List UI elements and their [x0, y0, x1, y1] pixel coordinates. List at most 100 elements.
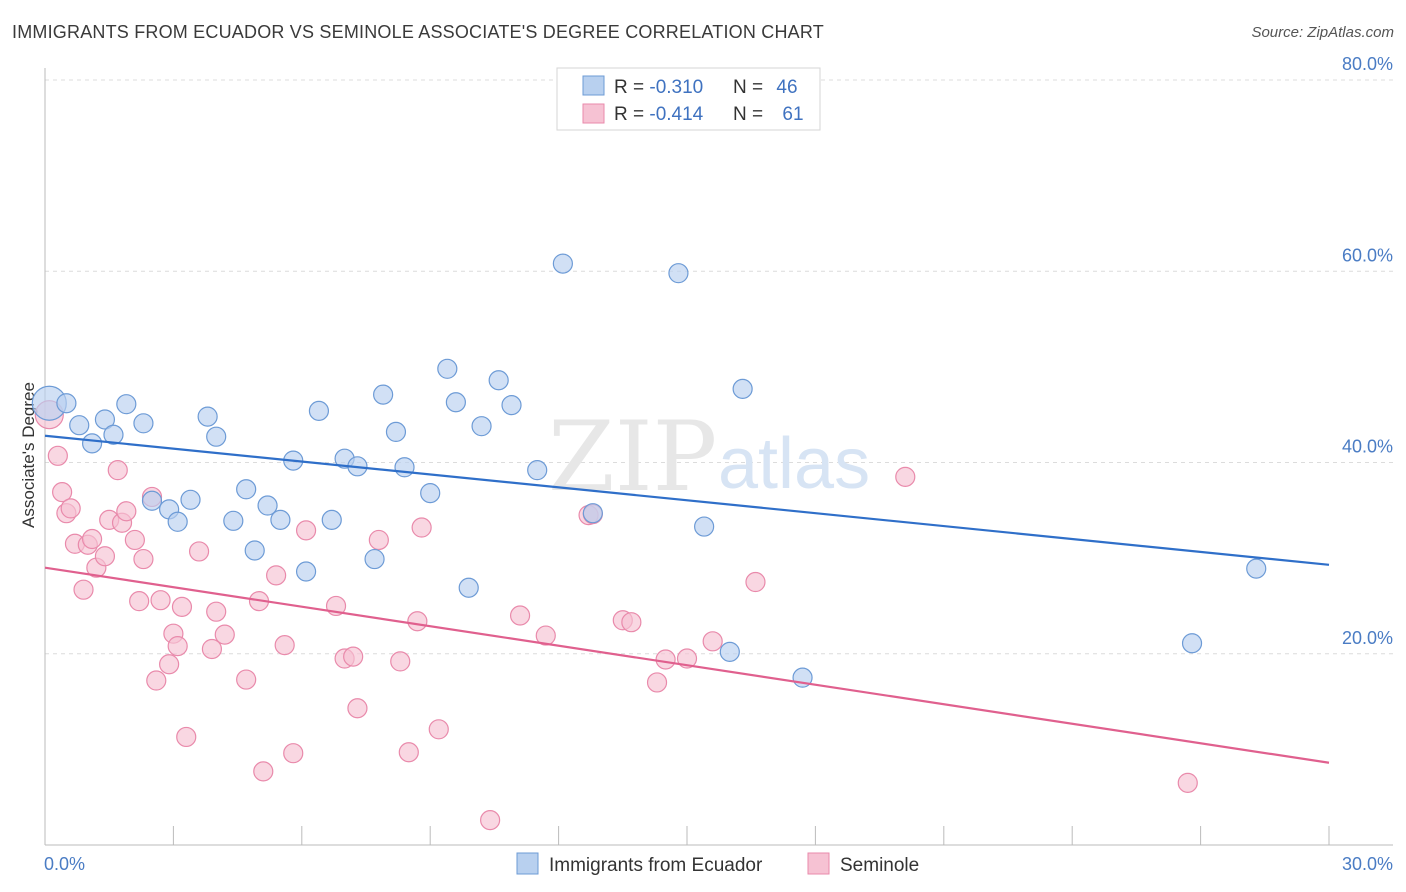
seminole-point: [150, 590, 171, 611]
trend-line-seminole: [44, 566, 1330, 764]
seminole-point: [266, 565, 287, 586]
ecuador-point: [103, 424, 124, 445]
seminole-point: [535, 625, 556, 646]
seminole-point: [176, 726, 197, 748]
series-ecuador-points: [31, 253, 1267, 688]
seminole-point: [390, 651, 411, 672]
ecuador-point: [81, 433, 103, 454]
y-tick-label: 60.0%: [1342, 245, 1393, 265]
seminole-point: [283, 743, 304, 764]
ecuador-point: [56, 393, 77, 414]
seminole-point: [159, 654, 180, 675]
legend-n-label: N =: [733, 77, 768, 98]
y-tick-label: 80.0%: [1342, 54, 1393, 74]
ecuador-point: [719, 641, 740, 662]
series-legend-label-ecuador: Immigrants from Ecuador: [549, 855, 763, 876]
seminole-point: [94, 546, 116, 567]
seminole-point: [201, 638, 223, 660]
seminole-point: [129, 591, 150, 612]
ecuador-point: [223, 510, 244, 531]
legend-r-label: R =: [614, 104, 649, 125]
ecuador-point: [501, 395, 522, 416]
ecuador-point: [668, 263, 689, 284]
seminole-point: [116, 501, 137, 522]
seminole-point: [236, 669, 257, 690]
seminole-point: [480, 810, 501, 831]
legend-n-value: 61: [782, 104, 803, 125]
y-tick-label: 20.0%: [1342, 628, 1393, 648]
ecuador-point: [385, 421, 407, 442]
seminole-point: [171, 596, 193, 617]
correlation-legend: R = -0.310 N = 46 R = -0.414 N = 61: [556, 67, 821, 131]
ecuador-point: [373, 384, 394, 405]
legend-r-value: -0.310: [649, 77, 703, 98]
series-legend-swatch-seminole: [807, 852, 830, 875]
seminole-point: [368, 529, 389, 551]
y-axis-label: Associate's Degree: [19, 382, 38, 528]
seminole-point: [52, 482, 73, 503]
seminole-point: [745, 571, 766, 593]
ecuador-point: [364, 548, 385, 570]
seminole-point: [47, 445, 68, 466]
ecuador-point: [133, 413, 154, 434]
legend-n-label: N =: [733, 104, 768, 125]
seminole-point: [398, 742, 419, 763]
chart-title: IMMIGRANTS FROM ECUADOR VS SEMINOLE ASSO…: [12, 22, 824, 42]
legend-row-seminole: R = -0.414: [614, 104, 704, 125]
seminole-point: [343, 646, 364, 667]
trend-lines: [44, 434, 1330, 764]
ecuador-point: [180, 489, 201, 510]
ecuador-point: [308, 400, 330, 421]
seminole-point: [621, 612, 642, 633]
x-tick-label-max: 30.0%: [1342, 854, 1393, 874]
series-seminole-points: [34, 400, 1198, 831]
ecuador-point: [437, 358, 458, 379]
seminole-point: [73, 579, 94, 600]
axes: [44, 68, 1393, 846]
ecuador-point: [69, 415, 90, 436]
x-tick-marks: [172, 826, 1330, 845]
ecuador-point: [394, 457, 415, 478]
seminole-point: [167, 635, 188, 657]
ecuador-point: [244, 540, 265, 561]
ecuador-point: [552, 253, 573, 274]
seminole-point: [133, 548, 154, 570]
series-legend-swatch-ecuador: [516, 852, 539, 875]
seminole-point: [274, 635, 295, 656]
seminole-point: [655, 649, 676, 670]
ecuador-point: [321, 509, 342, 530]
seminole-point: [188, 541, 210, 562]
ecuador-point: [732, 378, 753, 399]
watermark-atlas: atlas: [718, 424, 870, 504]
seminole-point: [107, 460, 128, 481]
seminole-point: [81, 528, 103, 550]
seminole-point: [347, 698, 368, 719]
seminole-point: [124, 529, 145, 551]
legend-swatch-ecuador: [582, 75, 605, 96]
legend-r-label: R =: [614, 77, 649, 98]
trend-line-ecuador: [44, 434, 1330, 566]
seminole-point: [407, 611, 428, 632]
y-tick-label: 40.0%: [1342, 437, 1393, 457]
legend-r-value: -0.414: [649, 104, 703, 125]
seminole-point: [214, 624, 235, 645]
series-legend: Immigrants from Ecuador Seminole: [516, 852, 919, 876]
ecuador-point: [257, 495, 278, 516]
ecuador-point: [445, 392, 466, 413]
seminole-point: [509, 605, 531, 626]
ecuador-point: [458, 577, 479, 598]
ecuador-point: [197, 406, 218, 427]
ecuador-point: [206, 426, 227, 447]
gridlines: [45, 79, 1393, 655]
legend-row-ecuador-n: N = 46: [733, 77, 798, 98]
legend-n-value: 46: [776, 77, 797, 98]
seminole-point: [1177, 772, 1198, 793]
seminole-point: [206, 601, 227, 622]
seminole-point: [646, 672, 668, 693]
source-credit: Source: ZipAtlas.com: [1251, 24, 1394, 41]
ecuador-point: [1246, 558, 1267, 579]
ecuador-point: [471, 416, 492, 437]
x-tick-label-min: 0.0%: [44, 854, 85, 874]
legend-swatch-seminole: [582, 103, 605, 124]
